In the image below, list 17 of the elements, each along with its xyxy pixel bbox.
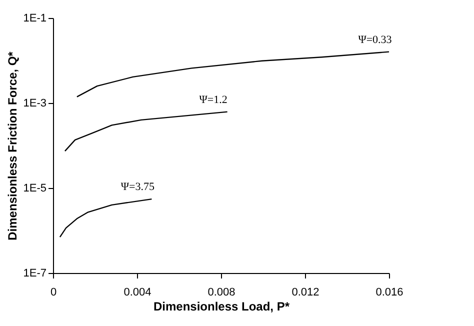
- line-series: [76, 51, 390, 98]
- line-series: [64, 111, 228, 152]
- x-axis-title: Dimensionless Load, P*: [153, 300, 290, 314]
- series-label: Ψ=0.33: [358, 34, 392, 46]
- y-tick-label: 1E-3: [23, 98, 46, 110]
- x-tick-label: 0.016: [376, 286, 404, 298]
- x-tick-label: 0.012: [292, 286, 320, 298]
- y-tick-label: 1E-5: [23, 182, 46, 194]
- y-tick-label: 1E-1: [23, 12, 46, 24]
- line-series: [59, 198, 152, 238]
- x-tick-label: 0.004: [124, 286, 152, 298]
- series-label: Ψ=1.2: [199, 94, 228, 106]
- y-axis-title: Dimensionless Friction Force, Q*: [5, 51, 20, 240]
- x-tick-label: 0.008: [208, 286, 236, 298]
- series-label: Ψ=3.75: [120, 181, 155, 194]
- y-tick-label: 1E-7: [23, 268, 46, 280]
- x-tick-label: 0: [50, 286, 57, 298]
